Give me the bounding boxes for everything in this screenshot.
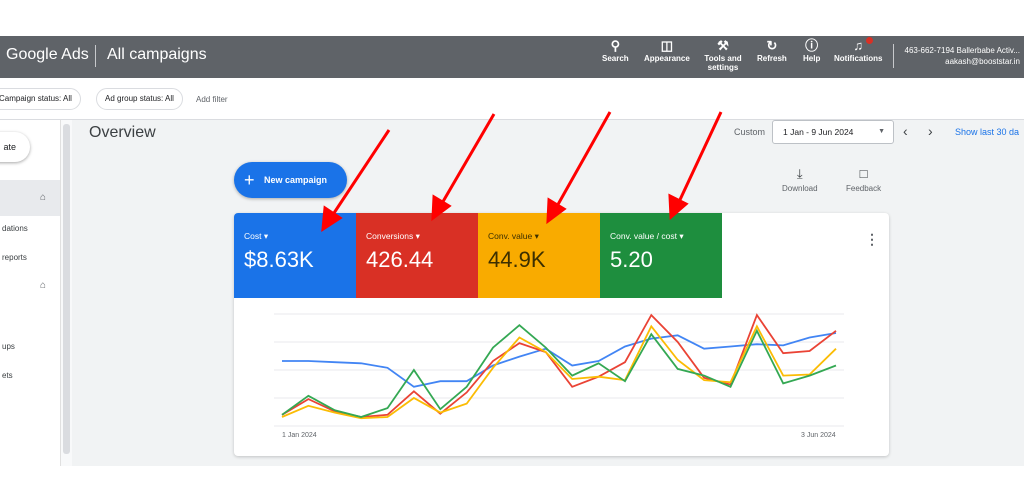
download-button[interactable]: ⤓ Download	[782, 166, 818, 193]
feedback-icon: □	[859, 166, 868, 181]
series-line-conv-value-cost	[281, 324, 837, 418]
help-label: Help	[803, 54, 821, 63]
wrench-icon: ⚒	[717, 38, 729, 53]
metric-value: 426.44	[366, 247, 434, 272]
account-email: aakash@booststar.in	[945, 57, 1020, 66]
more-options-icon[interactable]: ⋮	[865, 231, 879, 247]
download-label: Download	[782, 184, 818, 193]
metric-tile-conv-value-per-cost[interactable]: Conv. value / cost ▾ 5.20	[600, 213, 722, 298]
series-line-conversions	[281, 313, 837, 418]
next-period-button[interactable]: ›	[928, 123, 933, 139]
top-bar: Google Ads All campaigns ⚲ Search ◫ Appe…	[0, 36, 1024, 78]
tools-and-settings-button[interactable]: ⚒ Tools and settings	[703, 38, 743, 72]
red-annotation-arrow	[546, 111, 612, 225]
sidebar-item-recommendations[interactable]: dations	[2, 224, 28, 233]
caret-down-icon: ▾	[415, 231, 420, 241]
metric-tile-conversions[interactable]: Conversions ▾ 426.44	[356, 213, 478, 298]
sidebar-item-assets[interactable]: ets	[2, 371, 13, 380]
performance-line-chart	[274, 313, 844, 427]
account-switcher[interactable]: 463-662-7194 Ballerbabe Activ... aakash@…	[905, 45, 1020, 67]
notifications-label: Notifications	[834, 54, 883, 63]
metric-value: 5.20	[610, 247, 653, 272]
caret-down-icon: ▾	[534, 231, 539, 241]
metric-name: Cost	[244, 231, 262, 241]
metric-name: Conv. value	[488, 231, 533, 241]
show-last-30-days-link[interactable]: Show last 30 da	[955, 127, 1020, 137]
series-line-conv-value	[281, 324, 837, 420]
x-axis-start-label: 1 Jan 2024	[282, 432, 317, 439]
sidebar: ate ⌂ dations reports ⌂ ups ets	[0, 120, 60, 466]
new-campaign-button[interactable]: + New campaign	[234, 162, 347, 198]
red-annotation-arrow	[668, 111, 723, 221]
help-button[interactable]: ⓘ Help	[803, 38, 820, 63]
metric-name: Conversions	[366, 231, 414, 241]
appearance-button[interactable]: ◫ Appearance	[644, 38, 690, 63]
appearance-label: Appearance	[644, 54, 690, 63]
search-icon: ⚲	[610, 38, 621, 53]
metric-name: Conv. value / cost	[610, 231, 677, 241]
overview-chart-card: Cost ▾ $8.63K Conversions ▾ 426.44 Conv.…	[234, 213, 889, 456]
custom-range-label: Custom	[734, 127, 766, 137]
series-line-cost	[282, 332, 837, 388]
add-filter-button[interactable]: Add filter	[196, 95, 228, 104]
search-label: Search	[602, 54, 629, 63]
plus-icon: +	[244, 170, 255, 190]
campaign-status-filter[interactable]: Campaign status: All	[0, 88, 81, 110]
metric-tile-cost[interactable]: Cost ▾ $8.63K	[234, 213, 356, 298]
tools-label: Tools and settings	[704, 54, 742, 72]
refresh-label: Refresh	[757, 54, 787, 63]
date-range-select[interactable]: 1 Jan - 9 Jun 2024 ▼	[772, 120, 894, 144]
metric-value: $8.63K	[244, 247, 314, 272]
home-icon: ⌂	[40, 280, 47, 291]
notifications-button[interactable]: ♫ Notifications	[834, 38, 882, 63]
x-axis-end-label: 3 Jun 2024	[801, 432, 836, 439]
search-button[interactable]: ⚲ Search	[602, 38, 629, 63]
create-button[interactable]: ate	[0, 132, 30, 162]
ad-group-status-filter[interactable]: Ad group status: All	[96, 88, 183, 110]
download-icon: ⤓	[796, 166, 803, 181]
page-title: All campaigns	[107, 46, 207, 63]
bell-icon: ♫	[853, 38, 864, 53]
refresh-button[interactable]: ↻ Refresh	[757, 38, 787, 63]
feedback-label: Feedback	[846, 184, 882, 193]
google-ads-window: Google Ads All campaigns ⚲ Search ◫ Appe…	[0, 36, 1024, 466]
account-name: 463-662-7194 Ballerbabe Activ...	[904, 46, 1020, 55]
divider	[893, 44, 894, 68]
caret-down-icon: ▾	[679, 231, 684, 241]
metric-tile-conv-value[interactable]: Conv. value ▾ 44.9K	[478, 213, 600, 298]
appearance-icon: ◫	[660, 38, 674, 53]
sidebar-item-reports[interactable]: reports	[2, 253, 27, 262]
home-icon: ⌂	[40, 192, 47, 203]
notification-badge	[866, 37, 873, 44]
metric-value: 44.9K	[488, 247, 546, 272]
red-annotation-arrow	[431, 113, 496, 222]
overview-title: Overview	[89, 124, 156, 141]
google-ads-logo[interactable]: Google Ads	[6, 46, 89, 63]
caret-down-icon: ▾	[263, 231, 269, 241]
filter-bar: Campaign status: All Ad group status: Al…	[0, 78, 1024, 120]
refresh-icon: ↻	[766, 38, 778, 53]
divider	[95, 45, 96, 67]
sidebar-item-campaigns-selected[interactable]	[0, 180, 60, 216]
scrollbar-thumb[interactable]	[63, 124, 70, 454]
previous-period-button[interactable]: ‹	[903, 123, 908, 139]
new-campaign-label: New campaign	[264, 175, 328, 185]
sidebar-scrollbar[interactable]	[60, 120, 72, 466]
help-icon: ⓘ	[805, 38, 819, 53]
date-range-value: 1 Jan - 9 Jun 2024	[783, 127, 854, 137]
chevron-down-icon: ▼	[878, 128, 885, 135]
sidebar-item-ad-groups[interactable]: ups	[2, 342, 15, 351]
feedback-button[interactable]: □ Feedback	[846, 166, 881, 193]
